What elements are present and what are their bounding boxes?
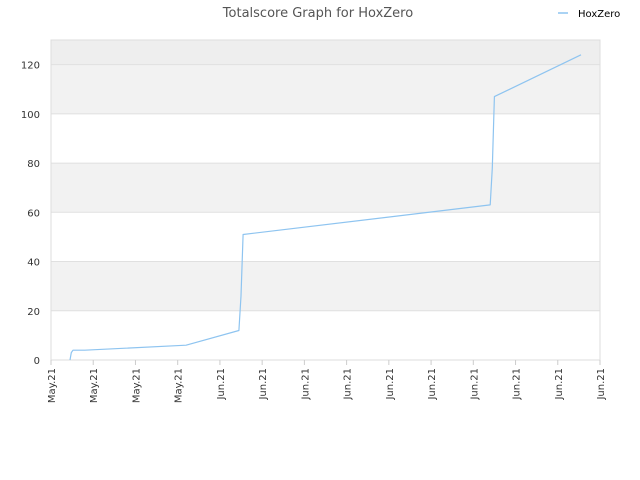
chart-title: Totalscore Graph for HoxZero bbox=[222, 6, 413, 21]
plot-background bbox=[51, 40, 600, 360]
plot-frame bbox=[50, 39, 601, 361]
legend: HoxZero bbox=[558, 9, 620, 20]
plot-band bbox=[51, 310, 600, 360]
plot-band bbox=[51, 40, 600, 65]
x-tick-label: May.21 bbox=[174, 368, 185, 403]
x-tick-label: Jun.21 bbox=[385, 368, 396, 401]
plot-band bbox=[51, 261, 600, 311]
y-tick-label: 40 bbox=[27, 258, 40, 269]
x-tick-label: Jun.21 bbox=[512, 368, 523, 401]
y-tick-label: 80 bbox=[27, 159, 40, 170]
series-line bbox=[69, 54, 582, 361]
plot-band bbox=[51, 163, 600, 213]
x-tick-label: Jun.21 bbox=[343, 368, 354, 401]
x-tick-label: May.21 bbox=[131, 368, 142, 403]
x-tick-label: Jun.21 bbox=[300, 368, 311, 401]
x-tick-label: May.21 bbox=[89, 368, 100, 403]
y-tick-label: 60 bbox=[27, 208, 40, 219]
x-tick-label: Jun.21 bbox=[427, 368, 438, 401]
x-tick-label: Jun.21 bbox=[596, 368, 607, 401]
x-tick-label: May.21 bbox=[47, 368, 58, 403]
x-tick-label: Jun.21 bbox=[469, 368, 480, 401]
gridlines bbox=[51, 64, 600, 361]
y-tick-label: 20 bbox=[27, 307, 40, 318]
y-tick-label: 120 bbox=[21, 61, 40, 72]
series-layer bbox=[69, 54, 582, 361]
y-axis: 0 20 40 60 80 100 120 bbox=[21, 61, 40, 367]
x-tick-label: Jun.21 bbox=[554, 368, 565, 401]
plot-band bbox=[51, 212, 600, 262]
y-tick-label: 0 bbox=[34, 356, 40, 367]
x-tick-label: Jun.21 bbox=[258, 368, 269, 401]
x-tick-label: Jun.21 bbox=[216, 368, 227, 401]
x-axis: May.21 May.21 May.21 May.21 Jun.21 Jun.21 Jun.… bbox=[47, 360, 607, 403]
y-tick-label: 100 bbox=[21, 110, 40, 121]
plot-band bbox=[51, 113, 600, 164]
legend-label: HoxZero bbox=[578, 9, 620, 20]
plot-band bbox=[51, 64, 600, 114]
